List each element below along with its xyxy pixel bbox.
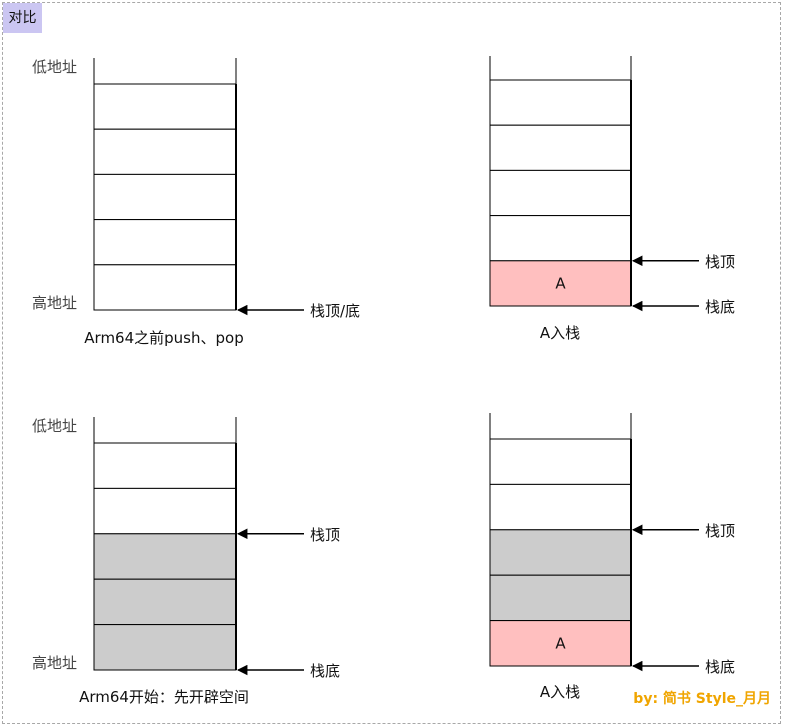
diagram-caption: Arm64之前push、pop	[84, 329, 243, 347]
stack-cell	[93, 83, 237, 130]
stack-cell	[489, 620, 632, 667]
pointer-label: 栈底	[705, 298, 735, 316]
low-address-label: 低地址	[32, 58, 77, 76]
stack-cell	[93, 533, 237, 580]
stack-cell	[93, 173, 237, 221]
stack-cell	[93, 219, 237, 266]
pointer-label: 栈顶	[705, 253, 735, 271]
pointer-label: 栈顶	[705, 522, 735, 540]
pointer-label: 栈底	[705, 658, 735, 676]
stack-cell-label: A	[555, 634, 566, 652]
high-address-label: 高地址	[32, 654, 77, 672]
stack-cell	[489, 124, 632, 171]
stack-cell-label: A	[555, 274, 566, 292]
diagram-caption: A入栈	[540, 683, 580, 701]
stack-cell	[93, 128, 237, 175]
pointer-label: 栈顶/底	[310, 302, 360, 320]
stack-cell	[93, 264, 237, 311]
stack-cell	[489, 574, 632, 622]
stack-cell	[489, 483, 632, 531]
low-address-label: 低地址	[32, 417, 77, 435]
stack-cell	[93, 442, 237, 489]
title-tab: 对比	[3, 3, 42, 33]
pointer-label: 栈底	[310, 662, 340, 680]
stack-cell	[489, 438, 632, 485]
stack-cell	[93, 624, 237, 671]
watermark: by: 简书 Style_月月	[633, 691, 771, 707]
high-address-label: 高地址	[32, 294, 77, 312]
pointer-label: 栈顶	[310, 526, 340, 544]
diagram-caption: Arm64开始：先开辟空间	[79, 688, 249, 706]
stack-cell	[93, 578, 237, 626]
stack-cell	[489, 215, 632, 262]
stack-cell	[489, 169, 632, 217]
stack-cell	[93, 487, 237, 535]
stack-cell	[489, 529, 632, 576]
stack-cell	[489, 79, 632, 126]
diagram-caption: A入栈	[540, 324, 580, 342]
